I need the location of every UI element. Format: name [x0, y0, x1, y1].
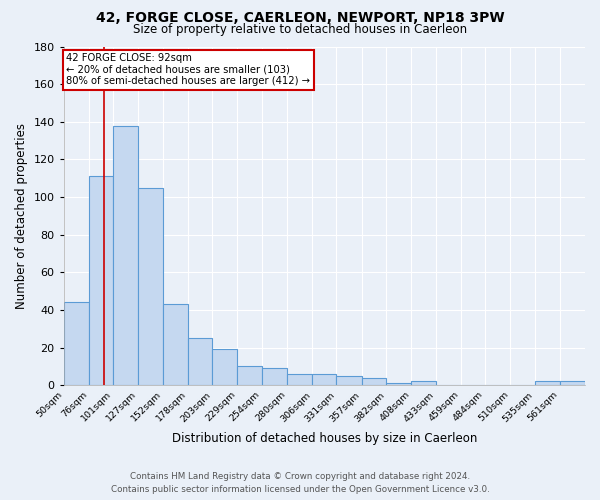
Bar [188, 338, 212, 385]
Bar [163, 304, 188, 385]
Bar [560, 382, 585, 385]
Bar [113, 126, 139, 385]
Bar [89, 176, 113, 385]
Bar [386, 384, 411, 385]
Bar [212, 350, 238, 385]
Bar [362, 378, 386, 385]
Bar [238, 366, 262, 385]
Bar [139, 188, 163, 385]
X-axis label: Distribution of detached houses by size in Caerleon: Distribution of detached houses by size … [172, 432, 477, 445]
Text: Contains HM Land Registry data © Crown copyright and database right 2024.
Contai: Contains HM Land Registry data © Crown c… [110, 472, 490, 494]
Bar [312, 374, 337, 385]
Bar [337, 376, 362, 385]
Y-axis label: Number of detached properties: Number of detached properties [15, 123, 28, 309]
Bar [64, 302, 89, 385]
Text: Size of property relative to detached houses in Caerleon: Size of property relative to detached ho… [133, 22, 467, 36]
Bar [262, 368, 287, 385]
Bar [287, 374, 312, 385]
Text: 42, FORGE CLOSE, CAERLEON, NEWPORT, NP18 3PW: 42, FORGE CLOSE, CAERLEON, NEWPORT, NP18… [95, 11, 505, 25]
Bar [411, 382, 436, 385]
Bar [535, 382, 560, 385]
Text: 42 FORGE CLOSE: 92sqm
← 20% of detached houses are smaller (103)
80% of semi-det: 42 FORGE CLOSE: 92sqm ← 20% of detached … [67, 54, 310, 86]
